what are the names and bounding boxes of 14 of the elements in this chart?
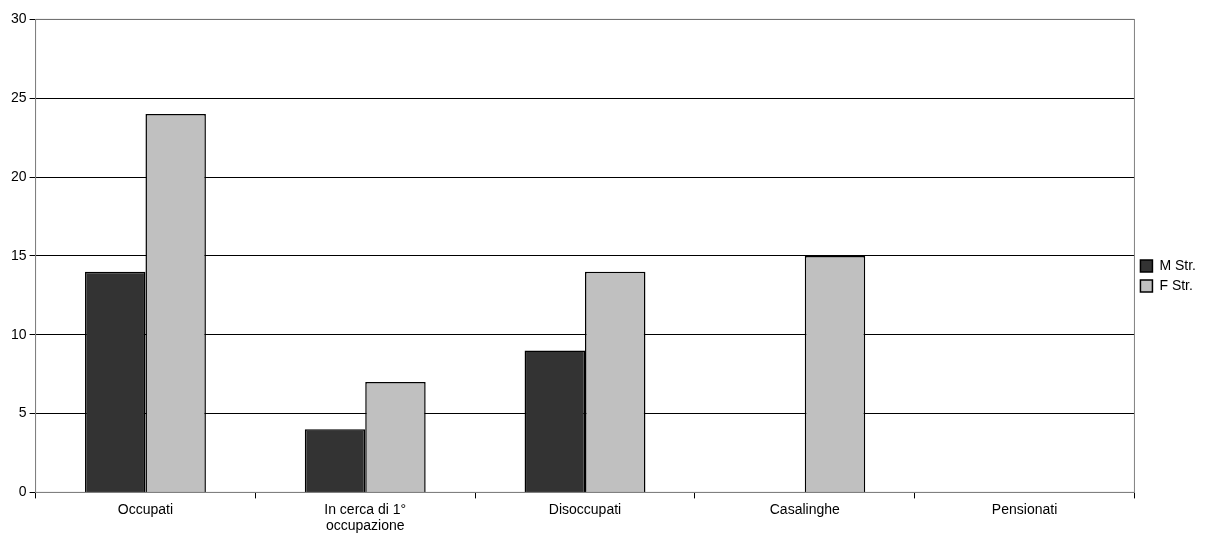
x-tick-label: Occupati (117, 500, 174, 517)
x-tick-label: Casalinghe (769, 500, 841, 517)
y-tick-label: 10 (10, 325, 27, 342)
y-tick-label: 20 (10, 167, 27, 184)
legend-label: M Str. (1159, 256, 1196, 273)
y-tick-label: 0 (18, 483, 27, 500)
legend-label: F Str. (1159, 276, 1193, 293)
y-tick-label: 15 (10, 246, 27, 263)
y-tick-label: 30 (10, 10, 27, 27)
y-tick-label: 25 (10, 89, 27, 106)
x-tick-label: Pensionati (991, 500, 1058, 517)
x-tick-label: In cerca di 1° occupazione (324, 500, 407, 534)
y-tick-label: 5 (18, 404, 27, 421)
x-tick-label: Disoccupati (548, 500, 622, 517)
